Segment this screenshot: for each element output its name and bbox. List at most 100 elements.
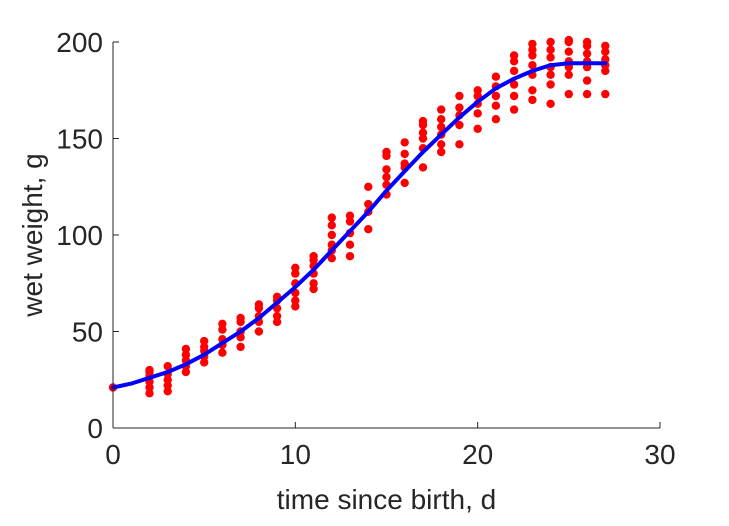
data-point: [601, 89, 610, 99]
data-point: [181, 350, 191, 359]
data-point: [291, 263, 300, 272]
data-point: [200, 336, 209, 346]
data-point: [455, 103, 464, 112]
data-point: [546, 80, 555, 89]
data-point: [382, 147, 391, 157]
data-point: [400, 149, 409, 159]
data-point: [291, 296, 300, 305]
data-point: [327, 221, 336, 230]
scatter-points: [108, 35, 610, 398]
data-point: [564, 47, 573, 56]
data-point: [382, 165, 391, 174]
data-point: [418, 116, 428, 126]
data-point: [345, 211, 355, 220]
data-point: [181, 367, 191, 377]
data-point: [491, 72, 501, 81]
x-tick-label: 20: [462, 439, 493, 470]
data-point: [327, 230, 336, 240]
y-tick-label: 100: [56, 220, 103, 251]
y-tick-label: 150: [56, 124, 103, 155]
data-point: [437, 122, 446, 132]
data-point: [418, 163, 428, 172]
data-point: [309, 279, 318, 288]
data-point: [345, 217, 355, 226]
x-axis-label: time since birth, d: [277, 484, 496, 515]
x-tick-label: 30: [644, 439, 675, 470]
data-point: [546, 37, 555, 47]
data-point: [582, 89, 592, 99]
y-tick-label: 0: [87, 413, 103, 444]
data-point: [236, 313, 245, 323]
data-point: [509, 57, 519, 66]
data-point: [400, 138, 409, 147]
data-point: [254, 327, 264, 336]
data-point: [546, 70, 555, 80]
data-point: [491, 91, 501, 101]
data-point: [437, 140, 446, 149]
data-point: [509, 91, 519, 101]
data-point: [601, 41, 610, 51]
data-point: [345, 252, 355, 261]
data-point: [582, 76, 592, 85]
data-point: [291, 269, 300, 278]
data-point: [582, 49, 592, 58]
data-point: [272, 311, 282, 321]
data-point: [400, 159, 409, 168]
data-point: [218, 325, 227, 334]
data-point: [491, 115, 501, 124]
data-point: [546, 53, 555, 62]
data-point: [528, 51, 537, 60]
data-point: [509, 105, 519, 114]
data-point: [364, 199, 373, 209]
data-point: [528, 60, 537, 70]
data-point: [546, 45, 555, 54]
data-point: [364, 225, 373, 234]
data-point: [272, 317, 282, 327]
data-point: [473, 124, 482, 133]
data-point: [455, 91, 464, 101]
data-point: [418, 134, 428, 143]
data-point: [582, 37, 592, 47]
data-point: [218, 319, 227, 328]
data-point: [437, 147, 446, 157]
data-point: [528, 39, 537, 49]
data-point: [528, 45, 537, 54]
data-point: [145, 365, 154, 375]
data-point: [200, 358, 209, 367]
x-axis-ticks: 0 10 20 30: [105, 422, 676, 470]
data-point: [473, 109, 482, 118]
data-point: [327, 213, 336, 222]
data-point: [473, 86, 482, 95]
fit-curve-line: [111, 61, 608, 390]
data-point: [564, 70, 573, 80]
data-point: [400, 178, 409, 188]
y-tick-label: 50: [72, 317, 103, 348]
data-point: [491, 101, 501, 110]
data-point: [564, 89, 573, 99]
y-tick-label: 200: [56, 27, 103, 58]
x-tick-label: 10: [280, 439, 311, 470]
data-point: [254, 300, 264, 309]
data-point: [418, 128, 428, 137]
data-point: [509, 51, 519, 60]
y-axis-ticks: 0 50 100 150 200: [56, 27, 119, 444]
data-point: [163, 362, 172, 371]
data-point: [163, 375, 172, 384]
data-point: [528, 86, 537, 95]
data-point: [181, 344, 191, 354]
data-point: [364, 182, 373, 191]
data-point: [528, 95, 537, 105]
data-point: [437, 115, 446, 124]
y-axis-label: wet weight, g: [17, 153, 48, 317]
data-point: [163, 387, 172, 396]
data-point: [382, 172, 391, 182]
data-point: [455, 140, 464, 149]
data-point: [564, 35, 573, 45]
data-point: [145, 383, 154, 392]
data-point: [546, 99, 555, 109]
data-point: [145, 389, 154, 398]
data-point: [200, 342, 209, 352]
data-point: [601, 47, 610, 56]
